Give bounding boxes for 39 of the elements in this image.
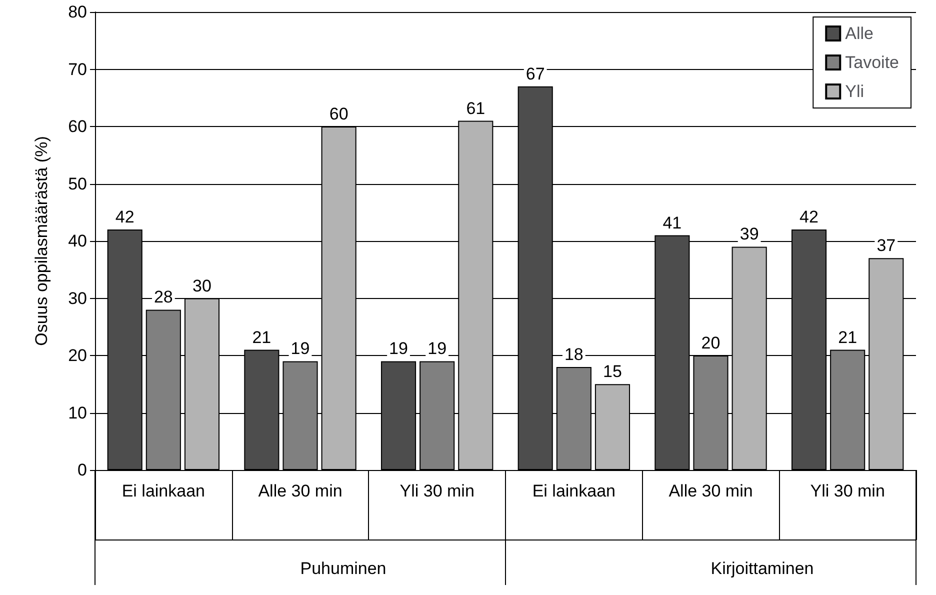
y-tick-label: 80 <box>68 2 87 22</box>
data-label: 15 <box>603 362 622 382</box>
y-tick-label: 60 <box>68 117 87 136</box>
data-label: 42 <box>115 208 134 227</box>
data-label: 19 <box>389 339 408 358</box>
y-tick-label: 30 <box>68 288 87 308</box>
data-label: 41 <box>662 213 682 232</box>
legend-label: Alle <box>845 24 874 43</box>
data-label: 61 <box>466 98 486 118</box>
y-tick-label: 40 <box>68 232 87 250</box>
data-label: 30 <box>192 276 212 296</box>
data-label: 67 <box>526 64 545 84</box>
legend-label: Tavoite <box>845 53 900 72</box>
y-tick-label: 20 <box>68 346 87 365</box>
data-label: 19 <box>290 339 310 358</box>
legend-label: Yli <box>845 82 864 101</box>
data-label: 28 <box>154 288 173 307</box>
x-tick-label: Yli 30 min <box>810 482 885 500</box>
y-axis-title: Osuus oppilasmäärästä (%) <box>32 136 51 346</box>
y-tick-label: 0 <box>78 460 87 480</box>
y-tick-label: 10 <box>68 403 87 422</box>
data-label: 42 <box>800 208 818 227</box>
data-label: 21 <box>838 328 858 347</box>
x-tick-label: Ei lainkaan <box>122 482 206 500</box>
data-label: 37 <box>876 236 896 256</box>
text: Puhuminen <box>300 559 386 578</box>
text: Kirjoittaminen <box>710 559 814 578</box>
x-tick-label: Yli 30 min <box>400 482 474 500</box>
x-tick-label: Alle 30 min <box>258 482 342 500</box>
data-label: 20 <box>701 334 720 352</box>
data-label: 60 <box>329 104 348 124</box>
data-label: 18 <box>564 344 584 364</box>
x-tick-label: Ei lainkaan <box>532 482 616 500</box>
y-tick-label: 70 <box>68 60 87 79</box>
y-tick-label: 50 <box>68 174 87 194</box>
x-tick-label: Alle 30 min <box>668 482 753 500</box>
data-label: 21 <box>252 328 272 347</box>
data-label: 39 <box>740 224 759 244</box>
data-label: 19 <box>428 339 447 358</box>
